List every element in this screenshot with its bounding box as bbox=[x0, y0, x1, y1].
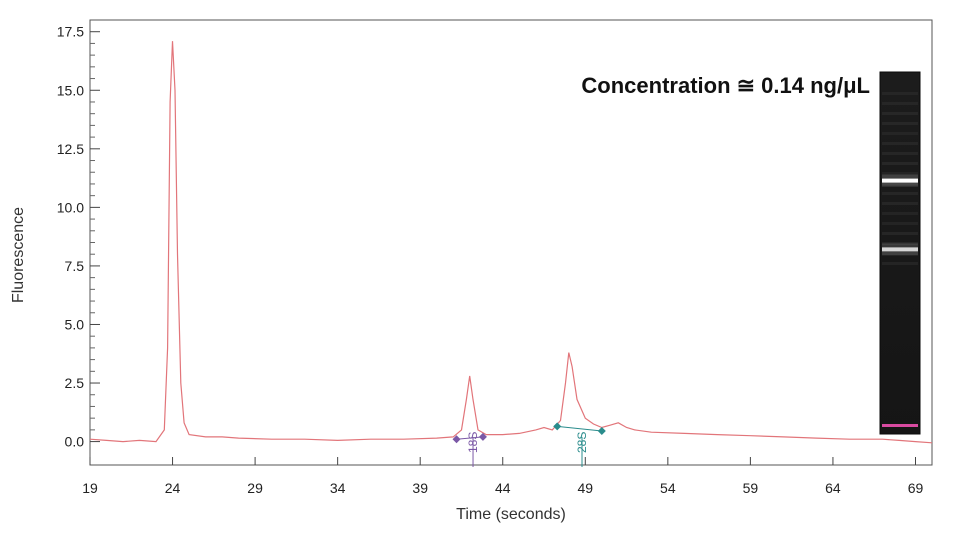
y-tick-label: 10.0 bbox=[57, 199, 84, 215]
x-tick-label: 24 bbox=[165, 480, 181, 496]
gel-smear bbox=[882, 92, 918, 95]
peak-baseline bbox=[456, 436, 483, 440]
x-tick-label: 54 bbox=[660, 480, 676, 496]
x-tick-label: 64 bbox=[825, 480, 841, 496]
gel-band bbox=[882, 247, 918, 252]
gel-smear bbox=[882, 182, 918, 185]
y-axis: 0.0 2.5 5.0 7.5 10.0 12.5 15.0 17.5 bbox=[57, 24, 100, 450]
peak-baseline bbox=[557, 425, 602, 432]
x-tick-label: 59 bbox=[743, 480, 759, 496]
y-tick-label: 5.0 bbox=[65, 316, 85, 332]
y-tick-label: 15.0 bbox=[57, 82, 84, 98]
peak-marker bbox=[452, 435, 461, 444]
peak-annotations: 18S 28S bbox=[452, 422, 606, 467]
y-tick-label: 7.5 bbox=[65, 258, 85, 274]
gel-smear bbox=[882, 252, 918, 255]
peak-marker bbox=[478, 432, 487, 441]
gel-smear bbox=[882, 232, 918, 235]
peak-label: 18S bbox=[466, 432, 480, 453]
x-tick-label: 34 bbox=[330, 480, 346, 496]
x-axis: 19 24 29 34 39 44 49 54 59 64 69 bbox=[82, 457, 923, 496]
gel-smear bbox=[882, 262, 918, 265]
gel-smear bbox=[882, 112, 918, 115]
x-tick-label: 19 bbox=[82, 480, 98, 496]
gel-band bbox=[882, 178, 918, 183]
y-tick-label: 2.5 bbox=[65, 375, 85, 391]
gel-smear bbox=[882, 192, 918, 195]
gel-smear bbox=[882, 202, 918, 205]
y-tick-label: 17.5 bbox=[57, 24, 84, 40]
y-tick-label: 12.5 bbox=[57, 141, 84, 157]
gel-smear bbox=[882, 122, 918, 125]
gel-smear bbox=[882, 222, 918, 225]
gel-smear bbox=[882, 102, 918, 105]
y-tick-label: 0.0 bbox=[65, 434, 85, 450]
gel-smear bbox=[882, 162, 918, 165]
gel-lane bbox=[879, 71, 921, 435]
concentration-label: Concentration ≅ 0.14 ng/μL bbox=[581, 73, 870, 98]
x-tick-label: 29 bbox=[247, 480, 263, 496]
gel-smear bbox=[882, 172, 918, 175]
x-tick-label: 44 bbox=[495, 480, 511, 496]
peak-label: 28S bbox=[575, 432, 589, 453]
y-axis-title: Fluorescence bbox=[10, 207, 27, 303]
peak-marker bbox=[553, 422, 562, 431]
gel-marker-band bbox=[882, 424, 918, 427]
fluorescence-trace bbox=[89, 41, 933, 444]
x-tick-label: 49 bbox=[578, 480, 594, 496]
plot-area bbox=[89, 19, 933, 466]
gel-smear bbox=[882, 242, 918, 245]
x-tick-label: 69 bbox=[908, 480, 924, 496]
x-axis-title: Time (seconds) bbox=[456, 506, 566, 523]
gel-smear bbox=[882, 132, 918, 135]
gel-smear bbox=[882, 142, 918, 145]
x-tick-label: 39 bbox=[412, 480, 428, 496]
gel-smear bbox=[882, 152, 918, 155]
peak-marker bbox=[597, 427, 606, 436]
gel-smear bbox=[882, 212, 918, 215]
gel-image bbox=[879, 71, 921, 435]
